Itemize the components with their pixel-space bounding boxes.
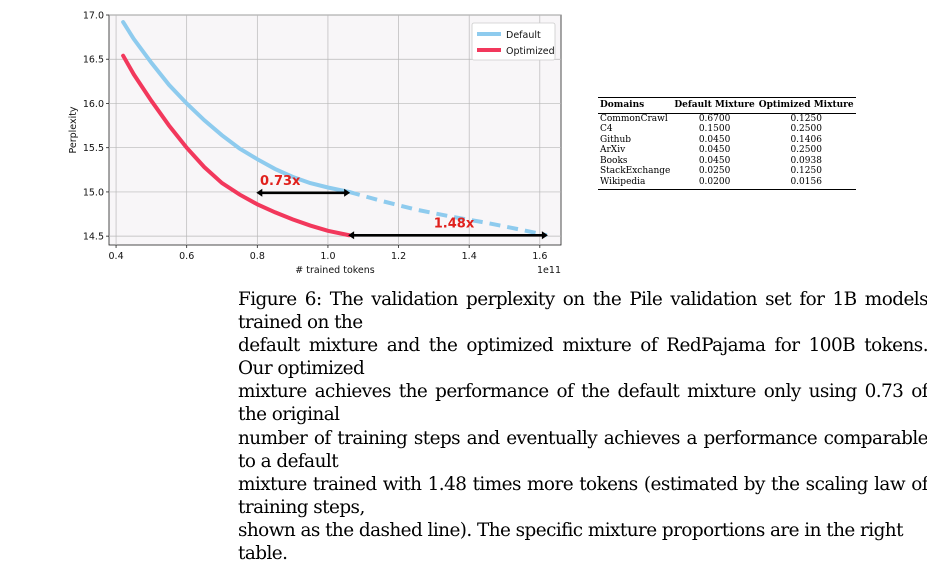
figure-caption: Figure 6: The validation perplexity on t… [238,288,927,565]
table-cell-domain: C4 [600,124,613,134]
y-tick-label: 15.5 [83,143,104,154]
caption-line: mixture achieves the performance of the … [238,381,927,426]
series-layer [121,20,548,238]
legend-label-default: Default [506,30,541,41]
table-cell-default: 0.1500 [698,124,731,134]
table-cell-domain: StackExchange [600,166,671,176]
series-line-default [121,20,352,194]
annotation-layer: 0.73x 1.48x [256,174,548,240]
caption-line: number of training steps and eventually … [238,427,927,472]
y-tick-label: 15.0 [83,187,104,198]
header-domains: Domains [598,97,673,114]
table-cell-default: 0.0450 [698,155,731,166]
table-cell-default: 0.0450 [698,134,731,145]
y-tick-label: 17.0 [83,11,104,22]
y-tick-label: 16.5 [83,55,104,66]
x-tick-label: 0.4 [109,251,124,262]
mixture-proportions-table: Domains Default Mixture Optimized Mixtur… [598,97,856,190]
x-axis-offset-label: 1e11 [537,265,561,276]
annotation-arrow-head-left [348,231,355,240]
annotation-arrow-head-right [541,231,548,240]
perplexity-chart: 0.73x 1.48x 0.4 0.6 0.8 1.0 1.2 1.4 1.6 14.5 15.… [68,11,562,276]
table-cell-optimized: 0.0938 [790,155,822,166]
legend-label-optimized: Optimized [506,46,555,57]
table-row: Github 0.0450 0.1406 [598,135,856,146]
annotation-label: 1.48x [434,216,475,231]
table-cell-optimized: 0.2500 [790,124,822,134]
x-axis-label: # trained tokens [295,265,375,276]
table-cell-optimized: 0.1406 [790,134,822,145]
caption-line: shown as the dashed line). The specific … [238,519,903,565]
y-tick-label: 16.0 [83,99,104,110]
x-tick-label: 1.2 [391,251,406,262]
table-cell-default: 0.0450 [698,145,731,155]
x-tick-label: 0.8 [250,251,265,262]
table-cell-domain: Github [600,134,632,145]
annotation-arrow-head-left [256,188,263,197]
table-cell-domain: Books [600,155,628,166]
table-cell-optimized: 0.0156 [756,176,856,190]
table-cell-default: 0.6700 [698,113,731,124]
x-tick-label: 1.0 [320,251,335,262]
table-cell-default: 0.0200 [672,176,757,190]
x-axis-ticks: 0.4 0.6 0.8 1.0 1.2 1.4 1.6 [109,245,547,262]
y-axis-ticks: 14.5 15.0 15.5 16.0 16.5 17.0 [83,11,109,243]
x-tick-label: 0.6 [179,251,194,262]
table-row: Wikipedia 0.0200 0.0156 [598,176,856,190]
table-cell-optimized: 0.1250 [790,113,822,124]
x-tick-label: 1.6 [532,251,547,262]
annotation-arrow-head-right [344,188,351,197]
table-row: ArXiv 0.0450 0.2500 [598,145,856,156]
caption-line: mixture trained with 1.48 times more tok… [238,473,927,518]
table-cell-domain: Wikipedia [598,176,673,190]
annotation-label: 0.73x [260,174,301,189]
caption-line: Figure 6: The validation perplexity on t… [238,289,927,334]
table-row: StackExchange 0.0250 0.1250 [598,166,856,177]
table-cell-domain: ArXiv [600,145,626,155]
table-row: Books 0.0450 0.0938 [598,156,856,167]
legend: Default Optimized [471,22,556,61]
y-tick-label: 14.5 [83,232,104,243]
caption-line: default mixture and the optimized mixtur… [238,335,927,380]
table-row: C4 0.1500 0.2500 [598,124,856,135]
table-cell-default: 0.0250 [698,166,731,176]
table-body: CommonCrawl 0.6700 0.1250 C4 0.1500 0.2500 Git… [598,113,856,190]
table-header-row: Domains Default Mixture Optimized Mixtur… [598,97,856,114]
table-row: CommonCrawl 0.6700 0.1250 [598,113,856,124]
table-cell-domain: CommonCrawl [600,113,668,124]
series-line-optimized [121,53,352,238]
header-default-mixture: Default Mixture [672,97,757,114]
table-cell-optimized: 0.2500 [790,145,822,155]
table-cell-optimized: 0.1250 [790,166,822,176]
header-optimized-mixture: Optimized Mixture [756,97,856,114]
x-tick-label: 1.4 [462,251,477,262]
y-axis-label: Perplexity [68,106,79,153]
